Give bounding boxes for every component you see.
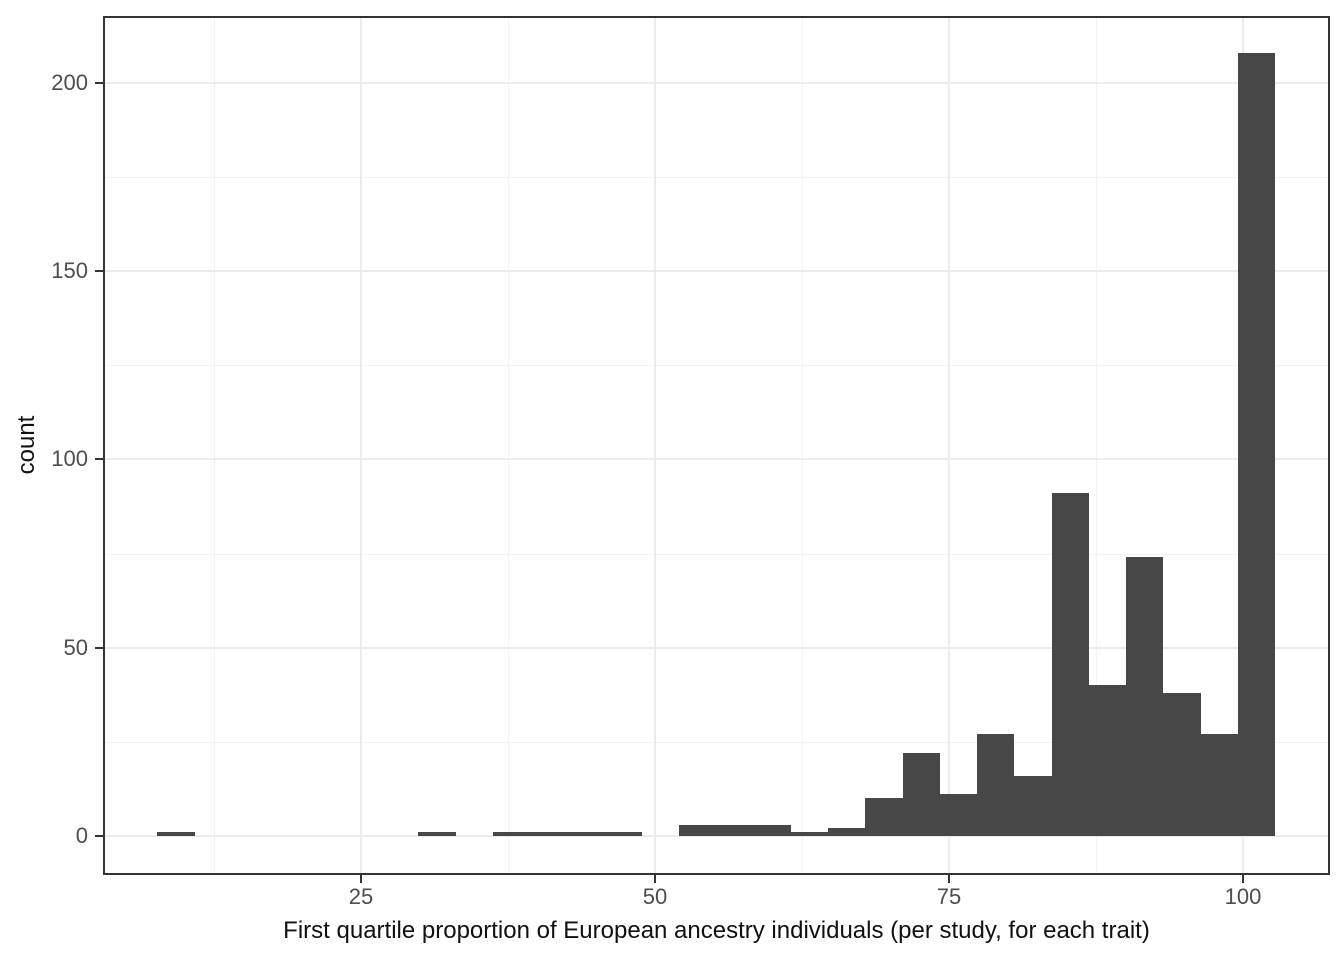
histogram-bar [157, 832, 195, 836]
x-tick-mark [1242, 875, 1244, 883]
x-major-gridline [948, 16, 950, 875]
x-tick-label: 25 [348, 884, 374, 909]
y-major-gridline [103, 458, 1330, 460]
y-tick-label: 150 [51, 258, 88, 283]
y-tick-label: 0 [75, 823, 88, 848]
y-major-gridline [103, 835, 1330, 837]
y-tick-label: 200 [51, 70, 88, 95]
y-tick-label: 50 [63, 635, 88, 660]
y-minor-gridline [103, 176, 1330, 178]
x-tick-label: 75 [936, 884, 962, 909]
histogram-bar [903, 753, 940, 836]
x-tick-mark [360, 875, 362, 883]
histogram-bar [1238, 53, 1275, 836]
x-axis-title: First quartile proportion of European an… [283, 917, 1150, 944]
histogram-bar [530, 832, 567, 836]
histogram-bar [1052, 493, 1089, 836]
histogram-bar [679, 825, 716, 836]
y-minor-gridline [103, 741, 1330, 743]
histogram-bar [754, 825, 791, 836]
histogram-bar [716, 825, 754, 836]
histogram-bar [567, 832, 605, 836]
x-minor-gridline [801, 16, 803, 875]
histogram-bar [1089, 685, 1126, 836]
x-major-gridline [360, 16, 362, 875]
histogram-bar [493, 832, 530, 836]
y-tick-mark [95, 458, 103, 460]
x-minor-gridline [1095, 16, 1097, 875]
histogram-bar [828, 828, 865, 836]
x-minor-gridline [507, 16, 509, 875]
histogram-bar [1201, 734, 1238, 836]
histogram-bar [418, 832, 456, 836]
y-tick-mark [95, 835, 103, 837]
y-tick-mark [95, 647, 103, 649]
y-tick-mark [95, 82, 103, 84]
x-tick-label: 50 [642, 884, 668, 909]
y-major-gridline [103, 82, 1330, 84]
histogram-bar [1014, 776, 1052, 836]
plot-panel [103, 16, 1330, 875]
histogram-bar [1126, 557, 1163, 836]
x-minor-gridline [213, 16, 215, 875]
histogram-bar [605, 832, 642, 836]
y-tick-label: 100 [51, 446, 88, 471]
histogram-bar [977, 734, 1014, 836]
x-tick-label: 100 [1224, 884, 1262, 909]
x-tick-mark [948, 875, 950, 883]
histogram-bar [865, 798, 903, 836]
y-minor-gridline [103, 364, 1330, 366]
histogram-bar [791, 832, 828, 836]
x-major-gridline [654, 16, 656, 875]
y-minor-gridline [103, 553, 1330, 555]
y-major-gridline [103, 270, 1330, 272]
histogram-bar [1163, 693, 1201, 836]
histogram-bar [940, 794, 977, 836]
x-tick-mark [654, 875, 656, 883]
y-tick-mark [95, 270, 103, 272]
y-major-gridline [103, 647, 1330, 649]
